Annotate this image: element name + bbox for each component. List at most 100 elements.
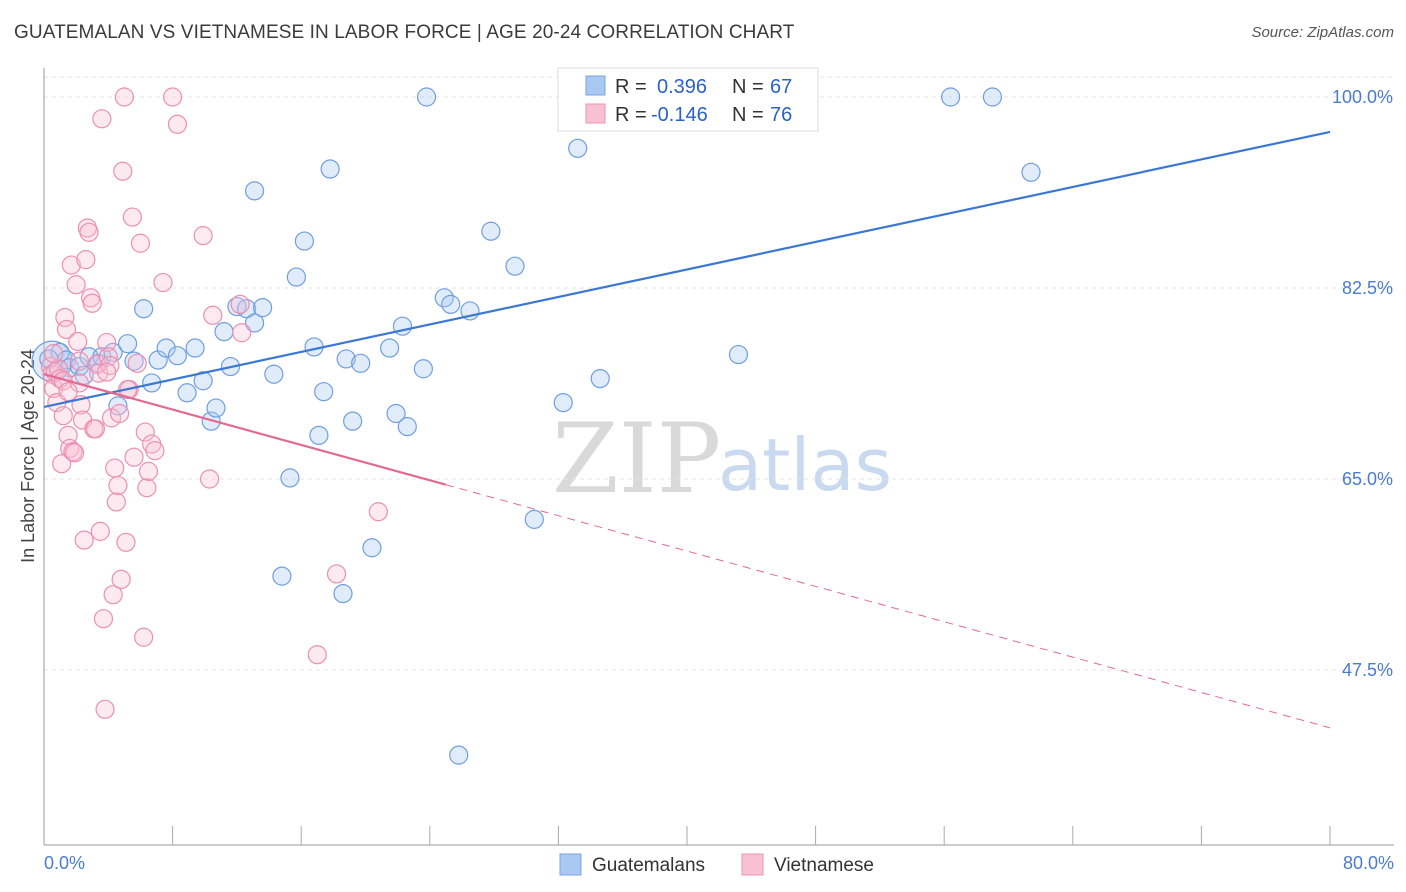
guatemalan-point: [481, 221, 501, 241]
guatemalan-point: [524, 509, 544, 529]
guatemalan-point: [380, 338, 400, 358]
guatemalan-point: [397, 417, 417, 437]
guatemalan-point: [553, 393, 573, 413]
guatemalan-point: [386, 403, 406, 424]
guatemalan-point: [134, 299, 154, 319]
legend-bottom: Guatemalans Vietnamese: [559, 853, 874, 876]
vietnamese-points: [40, 87, 388, 719]
legend-n-value-vietnamese: 76: [770, 104, 792, 126]
vietnamese-point: [368, 502, 388, 522]
vietnamese-point: [74, 530, 94, 550]
legend-n-label-vietnamese: N =: [732, 104, 764, 126]
vietnamese-point: [44, 378, 64, 399]
vietnamese-point: [130, 233, 151, 253]
vietnamese-point: [193, 226, 213, 246]
guatemalan-point: [333, 583, 353, 604]
vietnamese-point: [103, 585, 123, 605]
vietnamese-point: [124, 447, 144, 467]
vietnamese-point: [79, 222, 99, 242]
vietnamese-point: [93, 609, 114, 629]
y-tick-label: 82.5%: [1342, 278, 1393, 298]
guatemalan-point: [314, 382, 334, 402]
vietnamese-point: [230, 294, 250, 314]
watermark-atlas: atlas: [718, 423, 892, 507]
guatemalan-point: [413, 359, 433, 379]
guatemalan-point: [449, 745, 469, 765]
vietnamese-point: [52, 454, 72, 474]
vietnamese-point: [307, 645, 327, 665]
guatemalan-point: [193, 371, 213, 391]
x-tick-label: 80.0%: [1343, 853, 1394, 873]
legend-swatch-guatemalans: [585, 75, 606, 96]
legend-swatch-vietnamese: [585, 103, 606, 124]
vietnamese-point: [108, 475, 128, 496]
vietnamese-trend-line: [43, 373, 447, 486]
vietnamese-point: [97, 332, 117, 353]
y-tick-labels: 100.0% 82.5% 65.0% 47.5%: [1332, 87, 1393, 680]
legend-r-value-guatemalans: 0.396: [657, 76, 707, 98]
trend-lines: [43, 130, 1331, 729]
guatemalan-point: [982, 87, 1003, 107]
vietnamese-point: [44, 343, 64, 364]
vietnamese-point: [85, 419, 106, 439]
x-tick-label: 0.0%: [44, 853, 85, 873]
guatemalan-point: [441, 294, 461, 314]
vietnamese-point: [56, 319, 77, 340]
legend-r-label-vietnamese: R =: [615, 104, 647, 126]
guatemalan-point: [214, 322, 234, 342]
vietnamese-point: [82, 293, 102, 313]
vietnamese-point: [58, 382, 78, 402]
guatemalans-trend-line: [43, 130, 1331, 409]
legend-bottom-swatch-guatemalans: [559, 853, 582, 876]
vietnamese-point: [203, 305, 223, 325]
guatemalan-point: [253, 298, 273, 318]
vietnamese-point: [145, 441, 165, 461]
legend-bottom-label-vietnamese: Vietnamese: [774, 855, 874, 876]
y-tick-label: 47.5%: [1342, 660, 1393, 680]
vietnamese-point: [69, 351, 89, 371]
guatemalan-point: [416, 87, 437, 107]
vietnamese-point: [95, 699, 115, 719]
legend-n-value-guatemalans: 67: [770, 76, 792, 98]
legend-top: R = 0.396 N = 67 R = -0.146 N = 76: [557, 67, 819, 132]
vietnamese-trend-extension: [445, 484, 1331, 729]
vietnamese-point: [90, 521, 110, 541]
vietnamese-point: [53, 371, 73, 391]
y-axis-label: In Labor Force | Age 20-24: [18, 349, 38, 563]
vietnamese-point: [167, 114, 188, 134]
vietnamese-point: [64, 443, 85, 463]
vietnamese-point: [61, 255, 81, 275]
guatemalan-point: [505, 256, 525, 276]
guatemalan-point: [185, 338, 205, 358]
vietnamese-point: [163, 87, 183, 107]
vietnamese-point: [66, 275, 86, 295]
y-tick-label: 100.0%: [1332, 87, 1393, 107]
vietnamese-point: [92, 109, 112, 129]
guatemalan-point: [117, 334, 138, 354]
guatemalan-point: [206, 398, 226, 418]
vietnamese-point: [55, 307, 75, 328]
guatemalan-point: [167, 346, 188, 366]
legend-bottom-swatch-vietnamese: [741, 853, 764, 876]
vietnamese-point: [106, 492, 126, 512]
guatemalan-point: [728, 344, 749, 365]
vietnamese-point: [53, 406, 73, 426]
guatemalan-point: [286, 267, 306, 287]
guatemalan-point: [309, 425, 329, 445]
vietnamese-point: [326, 564, 347, 584]
vietnamese-point: [153, 272, 173, 293]
y-tick-label: 65.0%: [1342, 469, 1393, 489]
legend-r-value-vietnamese: -0.146: [651, 104, 708, 126]
vietnamese-point: [111, 569, 131, 590]
guatemalan-point: [156, 338, 176, 358]
vietnamese-point: [135, 422, 155, 442]
guatemalan-point: [568, 138, 588, 158]
guatemalan-point: [351, 353, 371, 373]
vietnamese-point: [113, 161, 133, 181]
vietnamese-point: [68, 331, 88, 352]
vietnamese-point: [89, 363, 109, 383]
source-credit: Source: ZipAtlas.com: [1251, 24, 1394, 41]
guatemalans-points: [31, 87, 1041, 765]
guatemalan-point: [362, 538, 382, 558]
x-ticks: [172, 826, 1331, 845]
